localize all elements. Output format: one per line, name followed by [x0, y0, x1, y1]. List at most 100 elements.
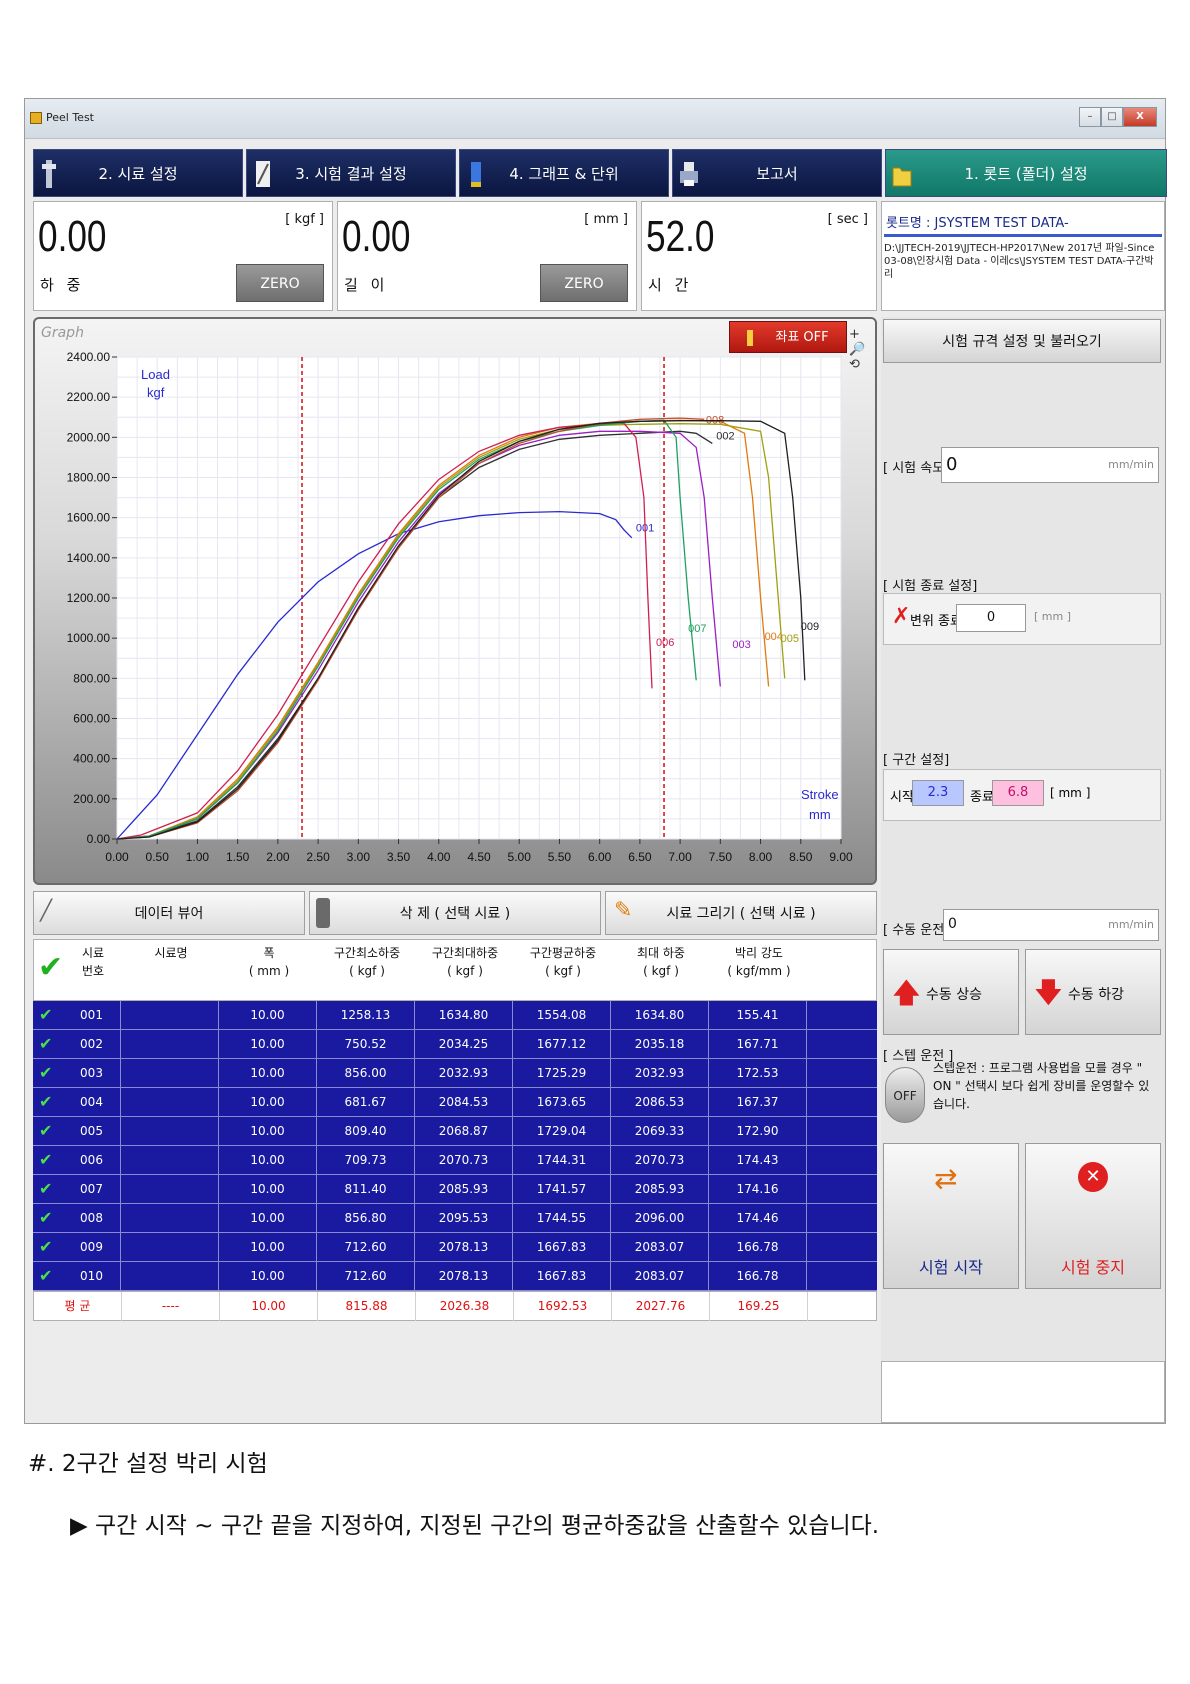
length-value: 0.00 [342, 212, 411, 261]
x-tick-label: 2.00 [266, 850, 290, 864]
table-cell: 811.40 [317, 1175, 415, 1204]
y-tick-label: 1000.00 [67, 631, 111, 645]
start-icon: ⇄ [934, 1162, 958, 1195]
table-row[interactable]: ✔ 004 10.00 681.67 2084.53 1673.65 2086.53 167.… [33, 1088, 877, 1117]
manual-speed-input[interactable]: 0 mm/min [943, 909, 1159, 941]
average-cell: 1692.53 [514, 1292, 612, 1321]
y-tick-label: 1200.00 [67, 591, 111, 605]
table-cell: 174.16 [709, 1175, 807, 1204]
row-check-icon[interactable]: ✔ [39, 1063, 53, 1082]
load-zero-button[interactable]: ZERO [236, 264, 324, 302]
y-tick-label: 200.00 [73, 792, 110, 806]
table-row[interactable]: ✔ 008 10.00 856.80 2095.53 1744.55 2096.00 174.… [33, 1204, 877, 1233]
table-cell: 001 [63, 1001, 121, 1030]
series-label: 005 [781, 633, 799, 645]
table-cell [121, 1262, 219, 1291]
x-tick-label: 0.00 [105, 850, 129, 864]
table-cell: 1634.80 [611, 1001, 709, 1030]
row-check-icon[interactable]: ✔ [39, 1005, 53, 1024]
x-axis-label: Stroke [801, 787, 839, 802]
start-test-button[interactable]: ⇄ 시험 시작 [883, 1143, 1019, 1289]
tab-report[interactable]: 보고서 [672, 149, 882, 197]
table-row[interactable]: ✔ 001 10.00 1258.13 1634.80 1554.08 1634.80 155… [33, 1001, 877, 1030]
row-check-icon[interactable]: ✔ [39, 1179, 53, 1198]
row-check-icon[interactable]: ✔ [39, 1208, 53, 1227]
draw-sample-button[interactable]: ✎ 시료 그리기 ( 선택 시료 ) [605, 891, 877, 935]
table-row[interactable]: ✔ 007 10.00 811.40 2085.93 1741.57 2085.93 174.… [33, 1175, 877, 1204]
manual-up-label: 수동 상승 [926, 987, 982, 1003]
series-line [116, 423, 786, 840]
table-cell: 2085.93 [415, 1175, 513, 1204]
section-end-input[interactable]: 6.8 [992, 780, 1044, 806]
table-cell: 10.00 [219, 1233, 317, 1262]
tab-sample-settings[interactable]: 2. 시료 설정 [33, 149, 243, 197]
x-tick-label: 8.50 [789, 850, 813, 864]
row-check-icon[interactable]: ✔ [39, 1121, 53, 1140]
table-cell: 002 [63, 1030, 121, 1059]
pen-icon: ╱ [40, 898, 53, 922]
zoom-tools[interactable]: + 🔎 ⟲ [849, 327, 866, 372]
series-line [116, 420, 806, 840]
close-button[interactable]: X [1123, 107, 1157, 127]
maximize-button[interactable]: □ [1101, 107, 1123, 127]
row-check-icon[interactable]: ✔ [39, 1034, 53, 1053]
manual-down-button[interactable]: 🡇 수동 하강 [1025, 949, 1161, 1035]
table-header: ✔ 시료 번호 시료명 폭 ( mm ) 구간최소하중 ( kgf ) 구간최대하중 (… [33, 939, 877, 1001]
table-cell: 003 [63, 1059, 121, 1088]
average-cell: 평 균 [34, 1292, 122, 1321]
table-cell: 681.67 [317, 1088, 415, 1117]
stop-test-button[interactable]: ✕ 시험 중지 [1025, 1143, 1161, 1289]
lot-divider [884, 234, 1162, 237]
x-tick-label: 0.50 [146, 850, 170, 864]
speed-input[interactable]: 0 mm/min [941, 447, 1159, 483]
load-settings-button[interactable]: 시험 규격 설정 및 불러오기 [883, 319, 1161, 363]
table-cell [121, 1059, 219, 1088]
bottle-icon [471, 162, 481, 187]
table-row[interactable]: ✔ 010 10.00 712.60 2078.13 1667.83 2083.07 166.… [33, 1262, 877, 1291]
time-label: 시 간 [648, 276, 693, 294]
table-row[interactable]: ✔ 005 10.00 809.40 2068.87 1729.04 2069.33 172.… [33, 1117, 877, 1146]
title-bar: Peel Test – □ X [25, 99, 1165, 139]
lot-path: D:\JJTECH-2019\JJTECH-HP2017\New 2017년 파… [884, 243, 1155, 280]
table-cell: 167.37 [709, 1088, 807, 1117]
end-disp-label: 변위 종료 [910, 614, 962, 629]
manual-up-button[interactable]: 🡅 수동 상승 [883, 949, 1019, 1035]
select-all-check-icon[interactable]: ✔ [38, 950, 64, 985]
step-toggle-button[interactable]: OFF [885, 1067, 925, 1123]
row-check-icon[interactable]: ✔ [39, 1150, 53, 1169]
table-row[interactable]: ✔ 006 10.00 709.73 2070.73 1744.31 2070.73 174.… [33, 1146, 877, 1175]
table-cell: 167.71 [709, 1030, 807, 1059]
graph-label: Graph [41, 325, 84, 341]
load-readout: 0.00 [ kgf ] 하 중 ZERO [33, 201, 333, 311]
manual-unit: mm/min [1108, 918, 1154, 931]
table-row[interactable]: ✔ 009 10.00 712.60 2078.13 1667.83 2083.07 166.… [33, 1233, 877, 1262]
row-check-icon[interactable]: ✔ [39, 1092, 53, 1111]
length-zero-button[interactable]: ZERO [540, 264, 628, 302]
column-header: 구간평균하중 ( kgf ) [529, 946, 597, 978]
tab-graph-units[interactable]: 4. 그래프 & 단위 [459, 149, 669, 197]
section-start-input[interactable]: 2.3 [912, 780, 964, 806]
delete-sample-button[interactable]: 삭 제 ( 선택 시료 ) [309, 891, 601, 935]
series-line [116, 419, 697, 840]
minimize-button[interactable]: – [1079, 107, 1101, 127]
column-header: 박리 강도 ( kgf/mm ) [727, 946, 791, 978]
series-line [116, 417, 705, 840]
data-viewer-button[interactable]: ╱ 데이터 뷰어 [33, 891, 305, 935]
table-row[interactable]: ✔ 003 10.00 856.00 2032.93 1725.29 2032.93 172.… [33, 1059, 877, 1088]
x-tick-label: 4.50 [467, 850, 491, 864]
end-disp-input[interactable]: 0 [956, 604, 1026, 632]
manual-down-label: 수동 하강 [1068, 987, 1124, 1003]
table-cell [121, 1175, 219, 1204]
table-cell [121, 1204, 219, 1233]
data-toolbar: ╱ 데이터 뷰어 삭 제 ( 선택 시료 ) ✎ 시료 그리기 ( 선택 시료 … [33, 891, 877, 935]
row-check-icon[interactable]: ✔ [39, 1266, 53, 1285]
tab-lot-settings[interactable]: 1. 롯트 (폴더) 설정 [885, 149, 1167, 197]
section-end-label: 종료 [970, 790, 994, 805]
row-check-icon[interactable]: ✔ [39, 1237, 53, 1256]
column-header: 최대 하중 ( kgf ) [637, 946, 685, 978]
load-unit: [ kgf ] [285, 212, 324, 227]
coordinate-toggle-button[interactable]: 좌표 OFF [729, 321, 847, 353]
tab-result-settings[interactable]: 3. 시험 결과 설정 [246, 149, 456, 197]
table-row[interactable]: ✔ 002 10.00 750.52 2034.25 1677.12 2035.18 167.… [33, 1030, 877, 1059]
length-unit: [ mm ] [584, 212, 628, 227]
